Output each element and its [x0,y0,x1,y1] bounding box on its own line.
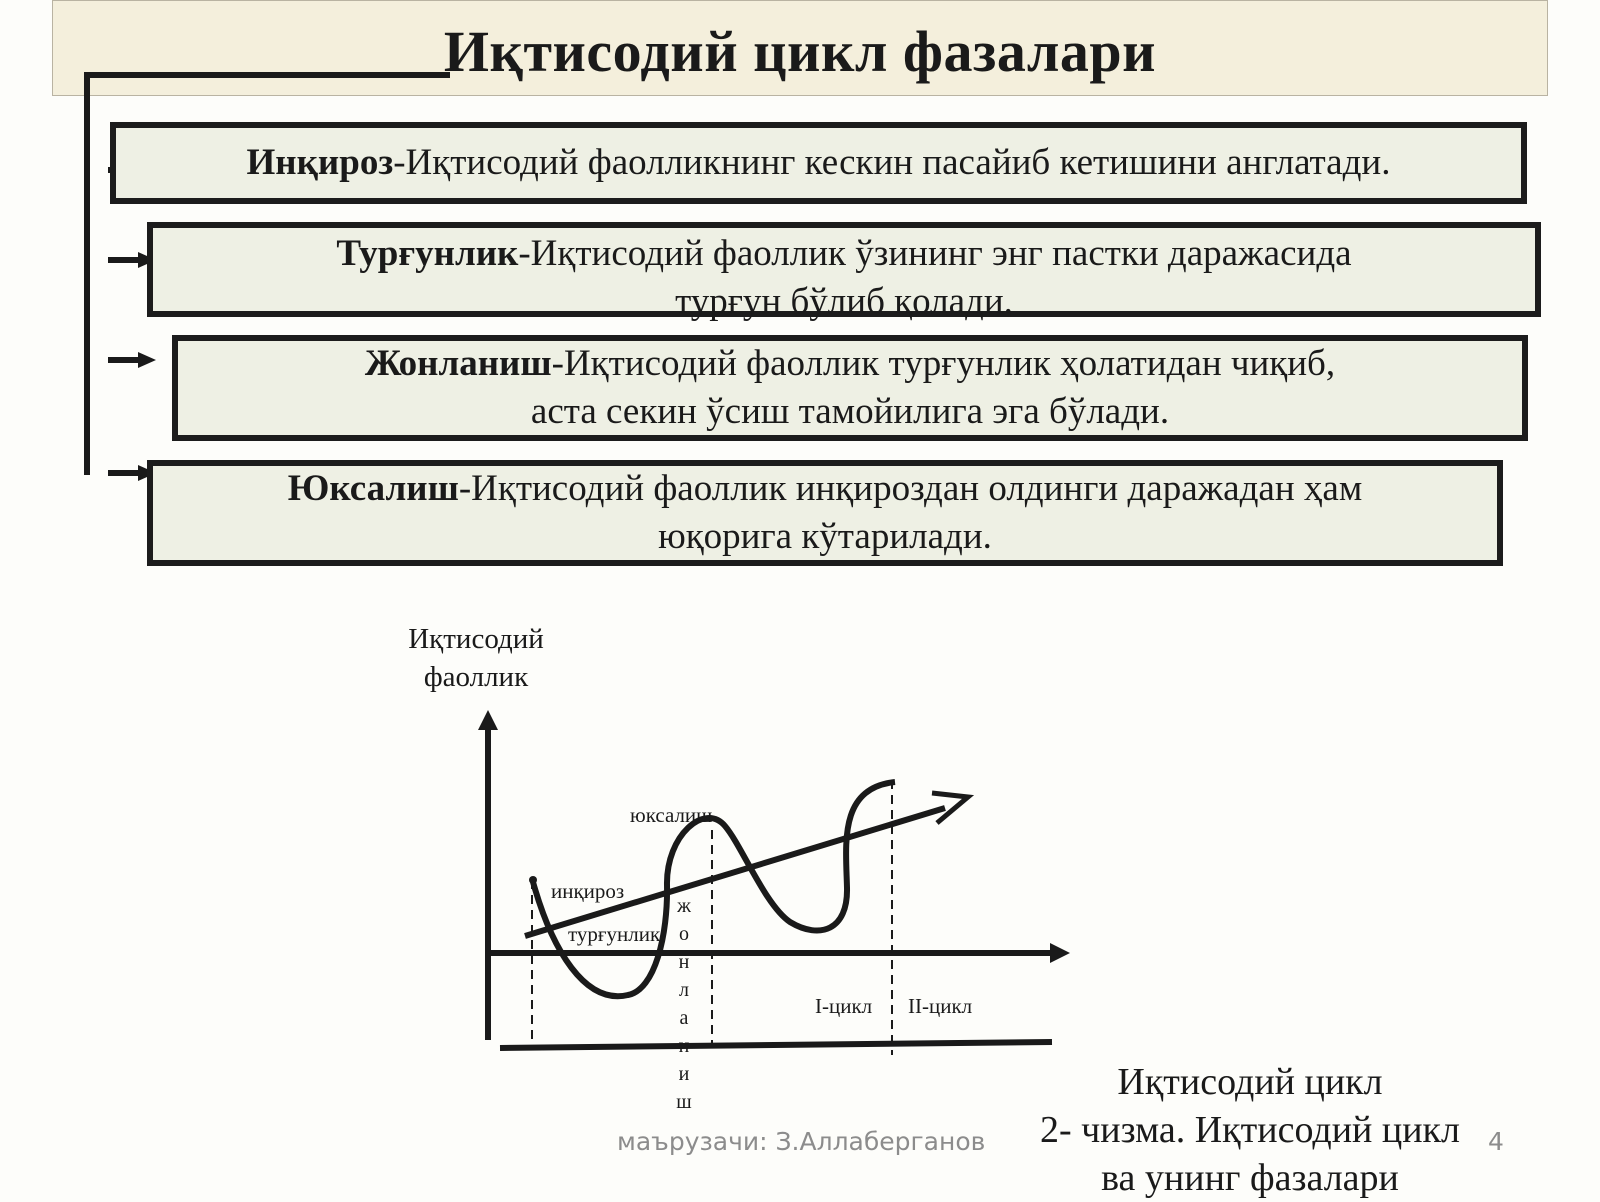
phase-description: -Иқтисодий фаоллик инқироздан олдинги да… [458,468,1363,509]
phase-box-boom: Юксалиш-Иқтисодий фаоллик инқироздан олд… [147,460,1503,566]
phase-text: Турғунлик-Иқтисодий фаоллик ўзининг энг … [336,230,1351,326]
x-axis-arrow-icon [1050,943,1070,963]
phase-box-stagnation: Турғунлик-Иқтисодий фаоллик ўзининг энг … [147,222,1541,322]
baseline [499,1039,1053,1051]
label-recovery-letter: и [679,1063,690,1085]
figure-caption: Иқтисодий цикл 2- чизма. Иқтисодий цикл … [1015,1058,1485,1202]
label-boom: юксалиш [630,803,712,827]
label-cycle-1: I-цикл [815,994,872,1018]
y-axis-label-line1: Иқтисодий [408,623,544,655]
caption-line1: Иқтисодий цикл [1117,1061,1383,1103]
phase-term: Юксалиш [287,468,459,509]
phase-term: Турғунлик [336,233,519,274]
label-recovery-letter: а [680,1007,689,1029]
label-recovery-letter: ж [676,895,691,917]
label-cycle-2: II-цикл [908,994,972,1018]
trend-line [524,790,975,939]
page-number: 4 [1488,1127,1504,1156]
caption-line3: ва унинг фазалари [1101,1157,1399,1199]
label-recovery-letter: л [679,979,689,1001]
label-recovery-letter: н [679,951,690,973]
y-axis [478,710,498,1040]
y-axis-label-line2: фаоллик [424,661,529,693]
phase-box-crisis: Инқироз-Иқтисодий фаолликнинг кескин пас… [110,122,1527,204]
slide-title: Иқтисодий цикл фазалари [443,19,1157,84]
phase-description-line2: турғун бўлиб қолади. [675,281,1013,322]
label-stagnation: турғунлик [568,922,661,946]
phase-text: Инқироз-Иқтисодий фаолликнинг кескин пас… [247,139,1391,187]
phase-box-recovery: Жонланиш-Иқтисодий фаоллик турғунлик ҳол… [172,335,1528,441]
phase-description: -Иқтисодий фаоллик ўзининг энг пастки да… [518,233,1352,274]
caption-line2: 2- чизма. Иқтисодий цикл [1040,1109,1460,1151]
label-recovery-letter: н [679,1035,690,1057]
label-recovery: ж о н л а н и ш [676,895,692,1113]
trend-arrow-icon [931,790,975,825]
phase-term: Инқироз [246,142,394,183]
y-axis-arrow-icon [478,710,498,730]
business-cycle-diagram: Иқтисодий фаоллик инқироз турғунлик юкса… [408,623,1070,1113]
phase-description-line2: юқорига кўтарилади. [658,516,992,557]
label-recovery-letter: о [679,923,689,945]
footer-author: маърузачи: З.Аллаберганов [617,1127,986,1156]
phase-description: -Иқтисодий фаолликнинг кескин пасайиб ке… [393,142,1391,183]
phase-description-line2: аста секин ўсиш тамойилига эга бўлади. [530,391,1170,432]
x-axis [488,943,1070,963]
phase-term: Жонланиш [364,343,552,384]
cycle-curve [530,779,896,1000]
arrow-icon [108,352,156,368]
label-crisis: инқироз [551,879,624,903]
phase-description: -Иқтисодий фаоллик турғунлик ҳолатидан ч… [551,343,1336,384]
phase-text: Жонланиш-Иқтисодий фаоллик турғунлик ҳол… [365,340,1335,436]
label-recovery-letter: ш [676,1091,692,1113]
phase-text: Юксалиш-Иқтисодий фаоллик инқироздан олд… [288,465,1363,561]
